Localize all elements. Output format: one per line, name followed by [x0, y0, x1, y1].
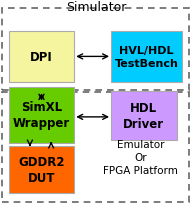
Bar [2, 93, 189, 202]
Text: Emulator
Or
FPGA Platform: Emulator Or FPGA Platform [103, 139, 178, 175]
Text: HVL/HDL
TestBench: HVL/HDL TestBench [115, 46, 179, 68]
Text: GDDR2
DUT: GDDR2 DUT [18, 155, 65, 184]
FancyBboxPatch shape [9, 32, 74, 83]
Text: SimXL
Wrapper: SimXL Wrapper [13, 101, 70, 130]
Bar [2, 9, 189, 91]
Text: DPI: DPI [30, 51, 53, 64]
Text: Simulator: Simulator [66, 1, 127, 14]
FancyBboxPatch shape [111, 92, 177, 141]
FancyBboxPatch shape [111, 32, 182, 83]
FancyBboxPatch shape [9, 88, 74, 143]
FancyBboxPatch shape [9, 146, 74, 193]
Text: HDL
Driver: HDL Driver [123, 102, 164, 131]
